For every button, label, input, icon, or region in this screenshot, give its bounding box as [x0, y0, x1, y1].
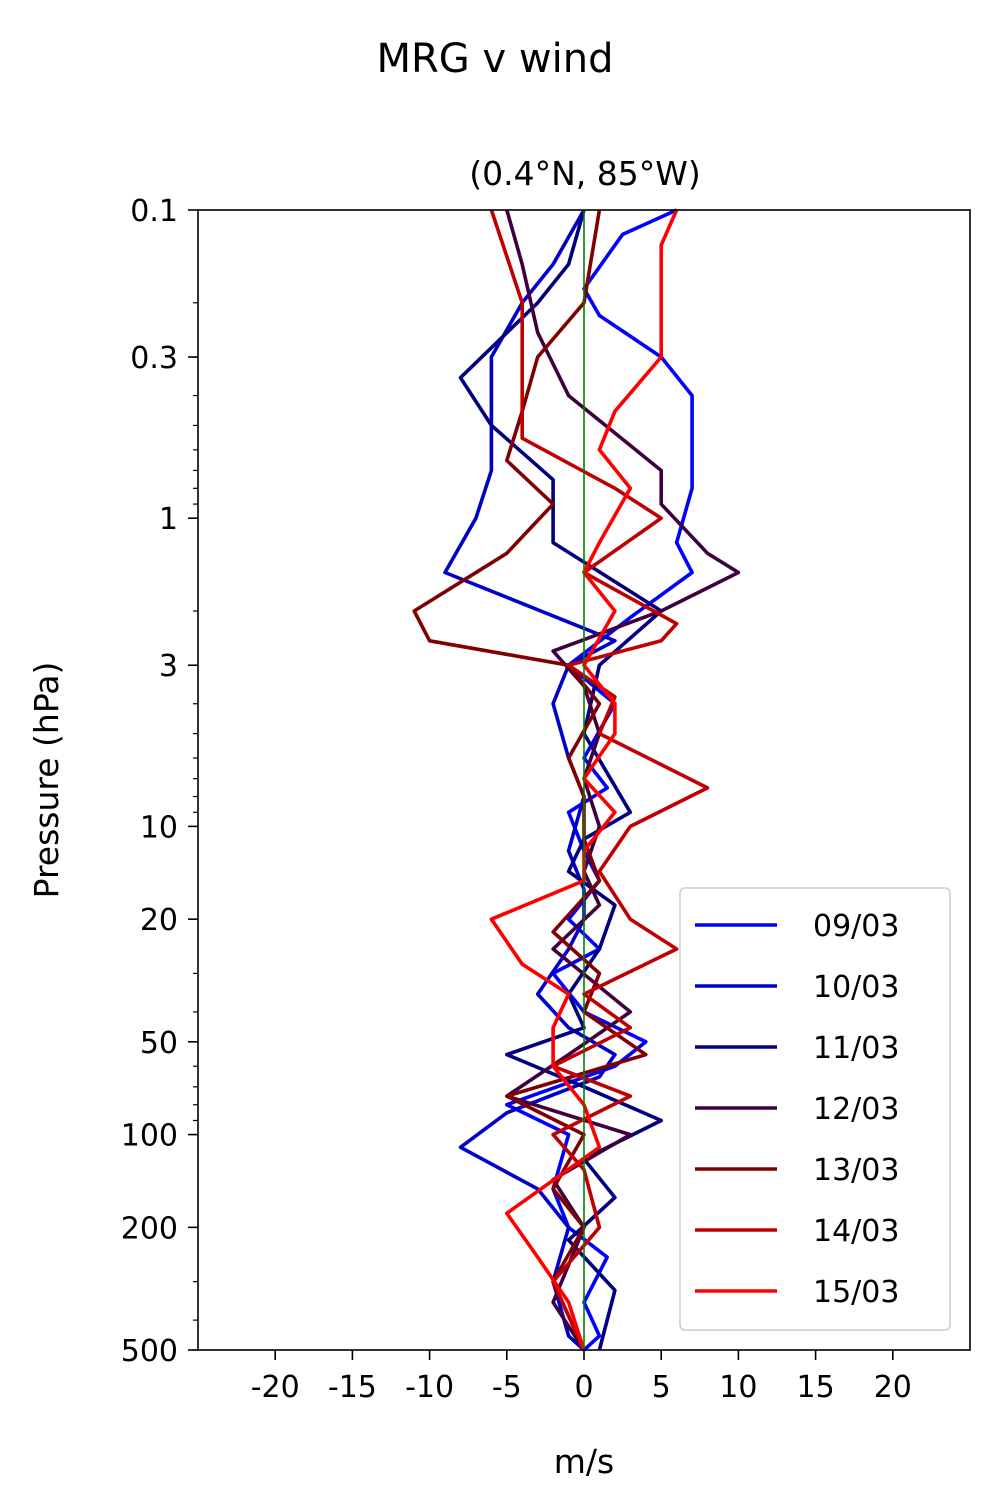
legend-label: 15/03 — [813, 1275, 899, 1310]
y-axis-label: Pressure (hPa) — [27, 662, 66, 899]
legend-label: 14/03 — [813, 1214, 899, 1249]
y-tick-label: 0.1 — [130, 194, 178, 229]
legend-label: 13/03 — [813, 1153, 899, 1188]
y-tick-label: 0.3 — [130, 341, 178, 376]
y-tick-label: 200 — [121, 1211, 178, 1246]
figure-suptitle: MRG v wind — [377, 36, 614, 82]
legend-label: 10/03 — [813, 970, 899, 1005]
legend-label: 09/03 — [813, 909, 899, 944]
y-tick-label: 3 — [159, 649, 178, 684]
y-tick-label: 50 — [140, 1026, 178, 1061]
axes-title: (0.4°N, 85°W) — [469, 154, 701, 193]
x-axis-ticks: -20 -15 -10 -5 0 5 10 15 20 — [251, 1350, 912, 1405]
x-tick-label: 15 — [797, 1370, 835, 1405]
x-tick-label: 0 — [574, 1370, 593, 1405]
x-tick-label: 20 — [874, 1370, 912, 1405]
y-tick-label: 1 — [159, 502, 178, 537]
x-tick-label: -15 — [328, 1370, 377, 1405]
legend: 09/03 10/03 11/03 12/03 13/03 14/03 15/03 — [680, 888, 950, 1330]
y-tick-label: 500 — [121, 1334, 178, 1369]
x-tick-label: -20 — [251, 1370, 300, 1405]
y-tick-label: 10 — [140, 810, 178, 845]
y-tick-label: 100 — [121, 1119, 178, 1154]
x-tick-label: 5 — [652, 1370, 671, 1405]
legend-label: 11/03 — [813, 1031, 899, 1066]
y-axis-ticks: 0.1 0.3 1 3 10 20 50 100 200 500 — [121, 194, 198, 1369]
x-tick-label: 10 — [719, 1370, 757, 1405]
x-tick-label: -5 — [492, 1370, 522, 1405]
legend-label: 12/03 — [813, 1092, 899, 1127]
x-tick-label: -10 — [405, 1370, 454, 1405]
y-tick-label: 20 — [140, 903, 178, 938]
x-axis-label: m/s — [554, 1442, 614, 1481]
